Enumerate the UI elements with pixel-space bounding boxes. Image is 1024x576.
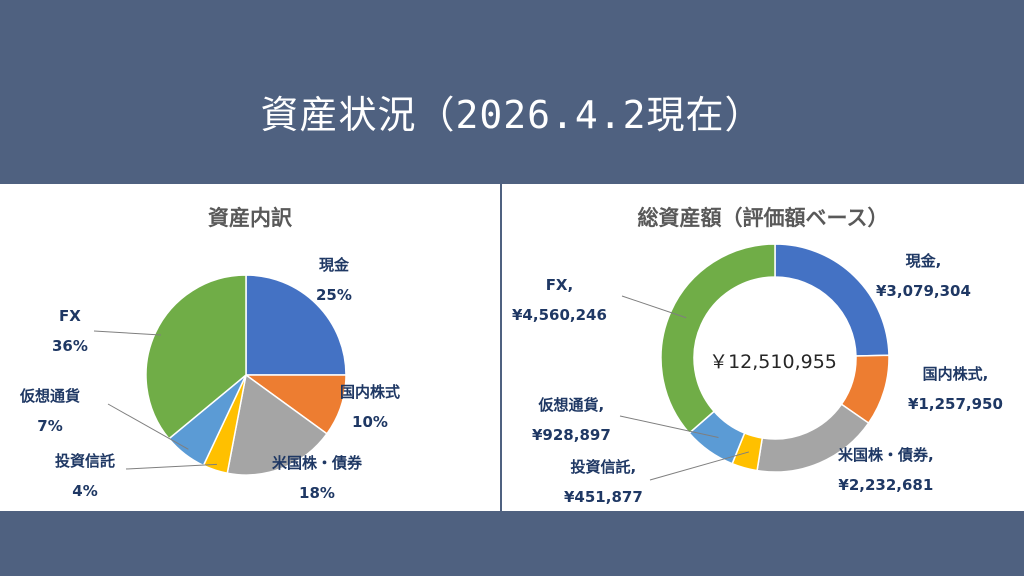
donut-segment-fx [660, 243, 776, 435]
donut-label-cash: 現金, ¥3,079,304 [876, 246, 971, 306]
donut-label-crypto-value: ¥928,897 [532, 426, 611, 444]
donut-chart-title: 総資産額（評価額ベース） [637, 206, 889, 230]
donut-label-trust-name: 投資信託, [570, 458, 637, 476]
pie-label-crypto: 仮想通貨 7% [20, 381, 80, 441]
donut-label-fx-value: ¥4,560,246 [512, 306, 607, 324]
pie-label-cash: 現金 25% [316, 250, 352, 310]
pie-label-domestic-value: 10% [352, 413, 388, 431]
pie-label-us: 米国株・債券 18% [272, 448, 362, 508]
donut-label-cash-value: ¥3,079,304 [876, 282, 971, 300]
pie-label-crypto-name: 仮想通貨 [20, 387, 81, 405]
pie-chart-title: 資産内訳 [208, 206, 292, 230]
pie-chart [93, 274, 347, 476]
donut-label-us: 米国株・債券, ¥2,232,681 [838, 440, 934, 500]
donut-label-crypto-name: 仮想通貨, [538, 396, 605, 414]
page-title: 資産状況（2026.4.2現在） [260, 93, 764, 137]
pie-leader-trust [125, 463, 217, 470]
pie-label-fx-name: FX [59, 307, 81, 325]
donut-segment-cash [774, 243, 890, 357]
donut-label-crypto: 仮想通貨, ¥928,897 [532, 390, 611, 450]
pie-label-crypto-value: 7% [37, 417, 63, 435]
pie-slice-fx [145, 274, 247, 440]
donut-label-cash-name: 現金, [905, 252, 942, 270]
donut-leader-fx [621, 295, 687, 319]
pie-label-us-value: 18% [299, 484, 335, 502]
pie-label-us-name: 米国株・債券 [272, 454, 363, 472]
donut-center-total: ￥12,510,955 [709, 351, 837, 373]
pie-label-trust-name: 投資信託 [55, 452, 116, 470]
donut-label-trust-value: ¥451,877 [564, 488, 643, 506]
pie-label-domestic: 国内株式 10% [340, 377, 400, 437]
pie-slice-cash [245, 274, 347, 376]
asset-breakdown-panel: 資産内訳 現金 25% 国内株式 10% 米国株・債券 18% 投資信託 4% … [0, 184, 500, 511]
donut-label-domestic: 国内株式, ¥1,257,950 [908, 359, 1003, 419]
pie-label-fx: FX 36% [52, 301, 88, 361]
donut-label-trust: 投資信託, ¥451,877 [564, 452, 643, 512]
pie-label-domestic-name: 国内株式 [340, 383, 401, 401]
donut-chart [619, 243, 890, 481]
donut-label-us-value: ¥2,232,681 [838, 476, 934, 494]
pie-leader-fx [93, 330, 161, 336]
donut-label-fx-name: FX, [545, 276, 574, 294]
donut-leader-crypto [619, 415, 719, 438]
donut-label-us-name: 米国株・債券, [838, 446, 934, 464]
pie-label-trust-value: 4% [72, 482, 98, 500]
donut-label-domestic-name: 国内株式, [922, 365, 989, 383]
pie-slice-us [226, 373, 328, 476]
pie-label-cash-name: 現金 [318, 256, 349, 274]
donut-label-domestic-value: ¥1,257,950 [908, 395, 1003, 413]
pie-label-cash-value: 25% [316, 286, 352, 304]
bottom-band [0, 511, 1024, 576]
donut-label-fx: FX, ¥4,560,246 [512, 270, 607, 330]
pie-label-fx-value: 36% [52, 337, 88, 355]
pie-leader-crypto [107, 403, 189, 450]
total-assets-panel: 総資産額（評価額ベース） ￥12,510,955 現金, ¥3,079,304 … [502, 184, 1024, 511]
pie-label-trust: 投資信託 4% [55, 446, 115, 506]
donut-leader-trust [649, 451, 749, 481]
